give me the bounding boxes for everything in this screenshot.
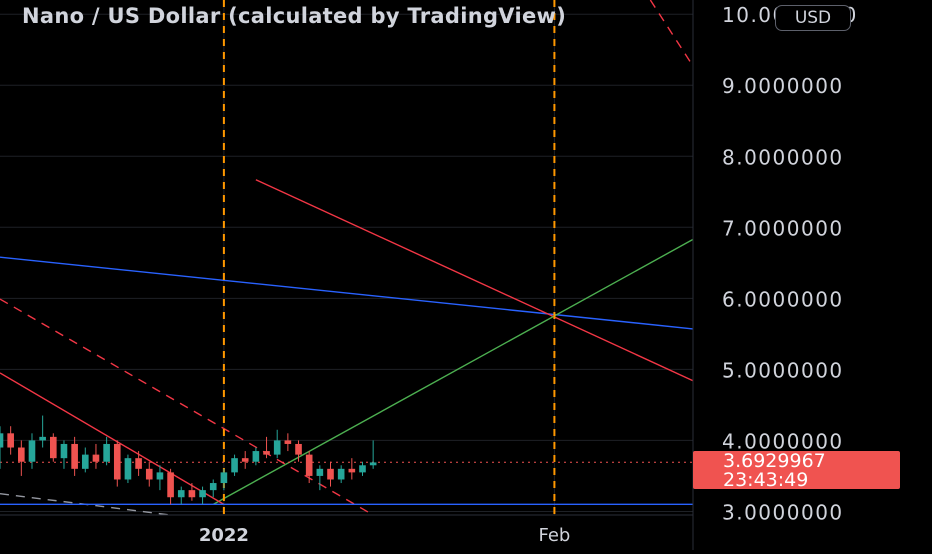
price-axis-label-2: 5.0000000 xyxy=(722,358,844,382)
candle-body-24 xyxy=(252,451,260,462)
candle-body-11 xyxy=(113,443,121,480)
top-right-dashed-line xyxy=(649,0,694,67)
time-axis-label-1: Feb xyxy=(538,525,570,546)
candle-body-3 xyxy=(28,440,36,462)
bar-countdown: 23:43:49 xyxy=(723,469,809,491)
candle-body-26 xyxy=(273,440,281,455)
candle-body-15 xyxy=(156,472,164,480)
last-price-tag: 3.6929967 23:43:49 xyxy=(693,450,900,491)
candle-body-13 xyxy=(135,458,142,469)
currency-button[interactable]: USD xyxy=(775,5,851,31)
candle-body-27 xyxy=(284,440,292,444)
time-axis-label-0: 2022 xyxy=(199,525,249,546)
price-axis-label-0: 3.0000000 xyxy=(722,500,844,524)
green-trendline xyxy=(212,238,694,505)
candle-body-6 xyxy=(60,443,68,459)
candle-body-25 xyxy=(263,451,270,455)
candle-body-12 xyxy=(124,458,132,480)
candle-body-22 xyxy=(231,458,238,473)
price-axis-label-5: 8.0000000 xyxy=(722,145,844,169)
drawing-tools xyxy=(0,0,694,516)
price-axis-label-4: 7.0000000 xyxy=(722,216,844,240)
last-price-value: 3.6929967 xyxy=(723,450,826,472)
candle-body-5 xyxy=(50,436,57,459)
price-axis-label-6: 9.0000000 xyxy=(722,74,844,98)
candle-body-32 xyxy=(337,468,345,480)
price-axis-label-1: 4.0000000 xyxy=(722,429,844,453)
blue-trendline xyxy=(0,256,694,330)
candle-body-0 xyxy=(0,433,4,448)
candle-body-33 xyxy=(348,468,356,473)
candle-body-14 xyxy=(145,468,153,480)
candle-body-4 xyxy=(39,436,46,441)
candle-body-9 xyxy=(92,454,100,462)
chart-title: Nano / US Dollar (calculated by TradingV… xyxy=(22,4,567,28)
candle-body-2 xyxy=(18,447,25,462)
red-channel-lower-line xyxy=(0,372,225,505)
candle-body-16 xyxy=(167,472,174,498)
candle-body-18 xyxy=(188,490,196,498)
candle-body-31 xyxy=(327,468,334,480)
candlestick-series xyxy=(0,415,377,505)
candle-body-20 xyxy=(209,483,217,491)
candle-body-28 xyxy=(295,443,302,455)
red-trendline xyxy=(255,179,694,382)
time-axis[interactable]: 2022 Feb xyxy=(199,525,570,546)
price-axis-label-3: 6.0000000 xyxy=(722,287,844,311)
red-channel-upper-dashed-line xyxy=(0,298,374,516)
candle-body-34 xyxy=(359,465,366,473)
candle-body-29 xyxy=(305,454,313,476)
candle-body-19 xyxy=(199,490,206,498)
candle-body-1 xyxy=(7,433,14,448)
candle-body-7 xyxy=(71,443,78,469)
candle-body-21 xyxy=(220,472,228,484)
candle-body-17 xyxy=(177,490,185,498)
candle-body-30 xyxy=(316,468,324,476)
candle-body-35 xyxy=(369,462,377,466)
candle-body-8 xyxy=(81,454,89,469)
candle-body-23 xyxy=(241,458,249,462)
candle-body-10 xyxy=(103,443,110,462)
